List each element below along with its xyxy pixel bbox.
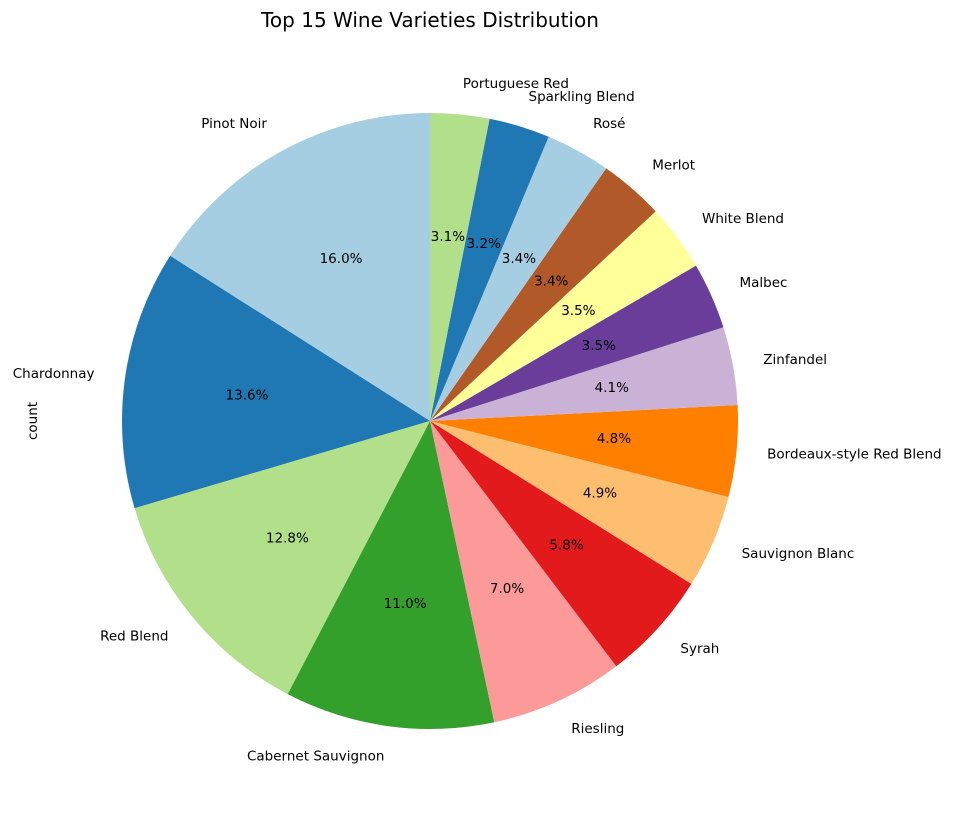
slice-label-white-blend: White Blend — [702, 211, 784, 227]
pct-label-sauvignon-blanc: 4.9% — [583, 486, 617, 502]
slice-label-merlot: Merlot — [652, 157, 695, 173]
slice-label-red-blend: Red Blend — [100, 628, 168, 644]
slice-label-syrah: Syrah — [680, 641, 719, 657]
slice-label-rose: Rosé — [593, 116, 625, 132]
pie-slice-riesling — [430, 421, 617, 723]
pie-slice-cabernet-sauvignon — [287, 421, 495, 730]
slice-label-sauvignon-blanc: Sauvignon Blanc — [742, 546, 855, 562]
slice-label-pinot-noir: Pinot Noir — [201, 116, 267, 132]
pie-slice-zinfandel — [430, 327, 738, 421]
slice-label-cabernet-sauvignon: Cabernet Sauvignon — [247, 749, 384, 765]
pct-label-portuguese-red: 3.1% — [431, 229, 465, 245]
pct-label-malbec: 3.5% — [582, 338, 616, 354]
slice-label-riesling: Riesling — [571, 721, 624, 737]
slice-label-zinfandel: Zinfandel — [763, 352, 827, 368]
chart-title: Top 15 Wine Varieties Distribution — [260, 8, 599, 32]
labels-group: Pinot Noir 16.0% Chardonnay 13.6% Red Blend 1… — [13, 76, 942, 765]
slice-label-portuguese-red: Portuguese Red — [463, 76, 569, 92]
pie-slice-merlot — [430, 168, 656, 421]
pct-label-rose: 3.4% — [502, 251, 536, 267]
pie-slice-rose — [430, 136, 607, 421]
pct-label-sparkling-blend: 3.2% — [467, 236, 501, 252]
pie-slice-red-blend — [134, 421, 431, 695]
pie-slice-syrah — [430, 421, 692, 667]
pct-label-cabernet-sauvignon: 11.0% — [384, 596, 427, 612]
pct-label-zinfandel: 4.1% — [595, 380, 629, 396]
pie-slice-malbec — [430, 265, 724, 421]
pct-label-red-blend: 12.8% — [266, 530, 309, 546]
pct-label-pinot-noir: 16.0% — [320, 251, 363, 267]
pie-slice-pinot-noir — [170, 113, 431, 421]
slice-label-bordeaux-style-red-blend: Bordeaux-style Red Blend — [767, 446, 941, 462]
pie-slice-white-blend — [430, 211, 696, 421]
slice-label-malbec: Malbec — [739, 275, 787, 291]
slice-label-chardonnay: Chardonnay — [13, 366, 95, 382]
pct-label-merlot: 3.4% — [534, 274, 568, 290]
y-axis-label: count — [25, 402, 41, 440]
pie-slice-portuguese-red — [430, 113, 490, 421]
pie-slice-bordeaux-style-red-blend — [430, 405, 739, 498]
pct-label-syrah: 5.8% — [549, 537, 583, 553]
pct-label-chardonnay: 13.6% — [226, 387, 269, 403]
pct-label-white-blend: 3.5% — [561, 303, 595, 319]
slice-label-sparkling-blend: Sparkling Blend — [529, 89, 635, 105]
pie-slice-sauvignon-blanc — [430, 421, 729, 584]
pct-label-bordeaux-style-red-blend: 4.8% — [597, 431, 631, 447]
slices-group — [121, 113, 739, 730]
pct-label-riesling: 7.0% — [490, 581, 524, 597]
pie-slice-sparkling-blend — [430, 118, 549, 421]
pie-slice-chardonnay — [121, 255, 431, 509]
